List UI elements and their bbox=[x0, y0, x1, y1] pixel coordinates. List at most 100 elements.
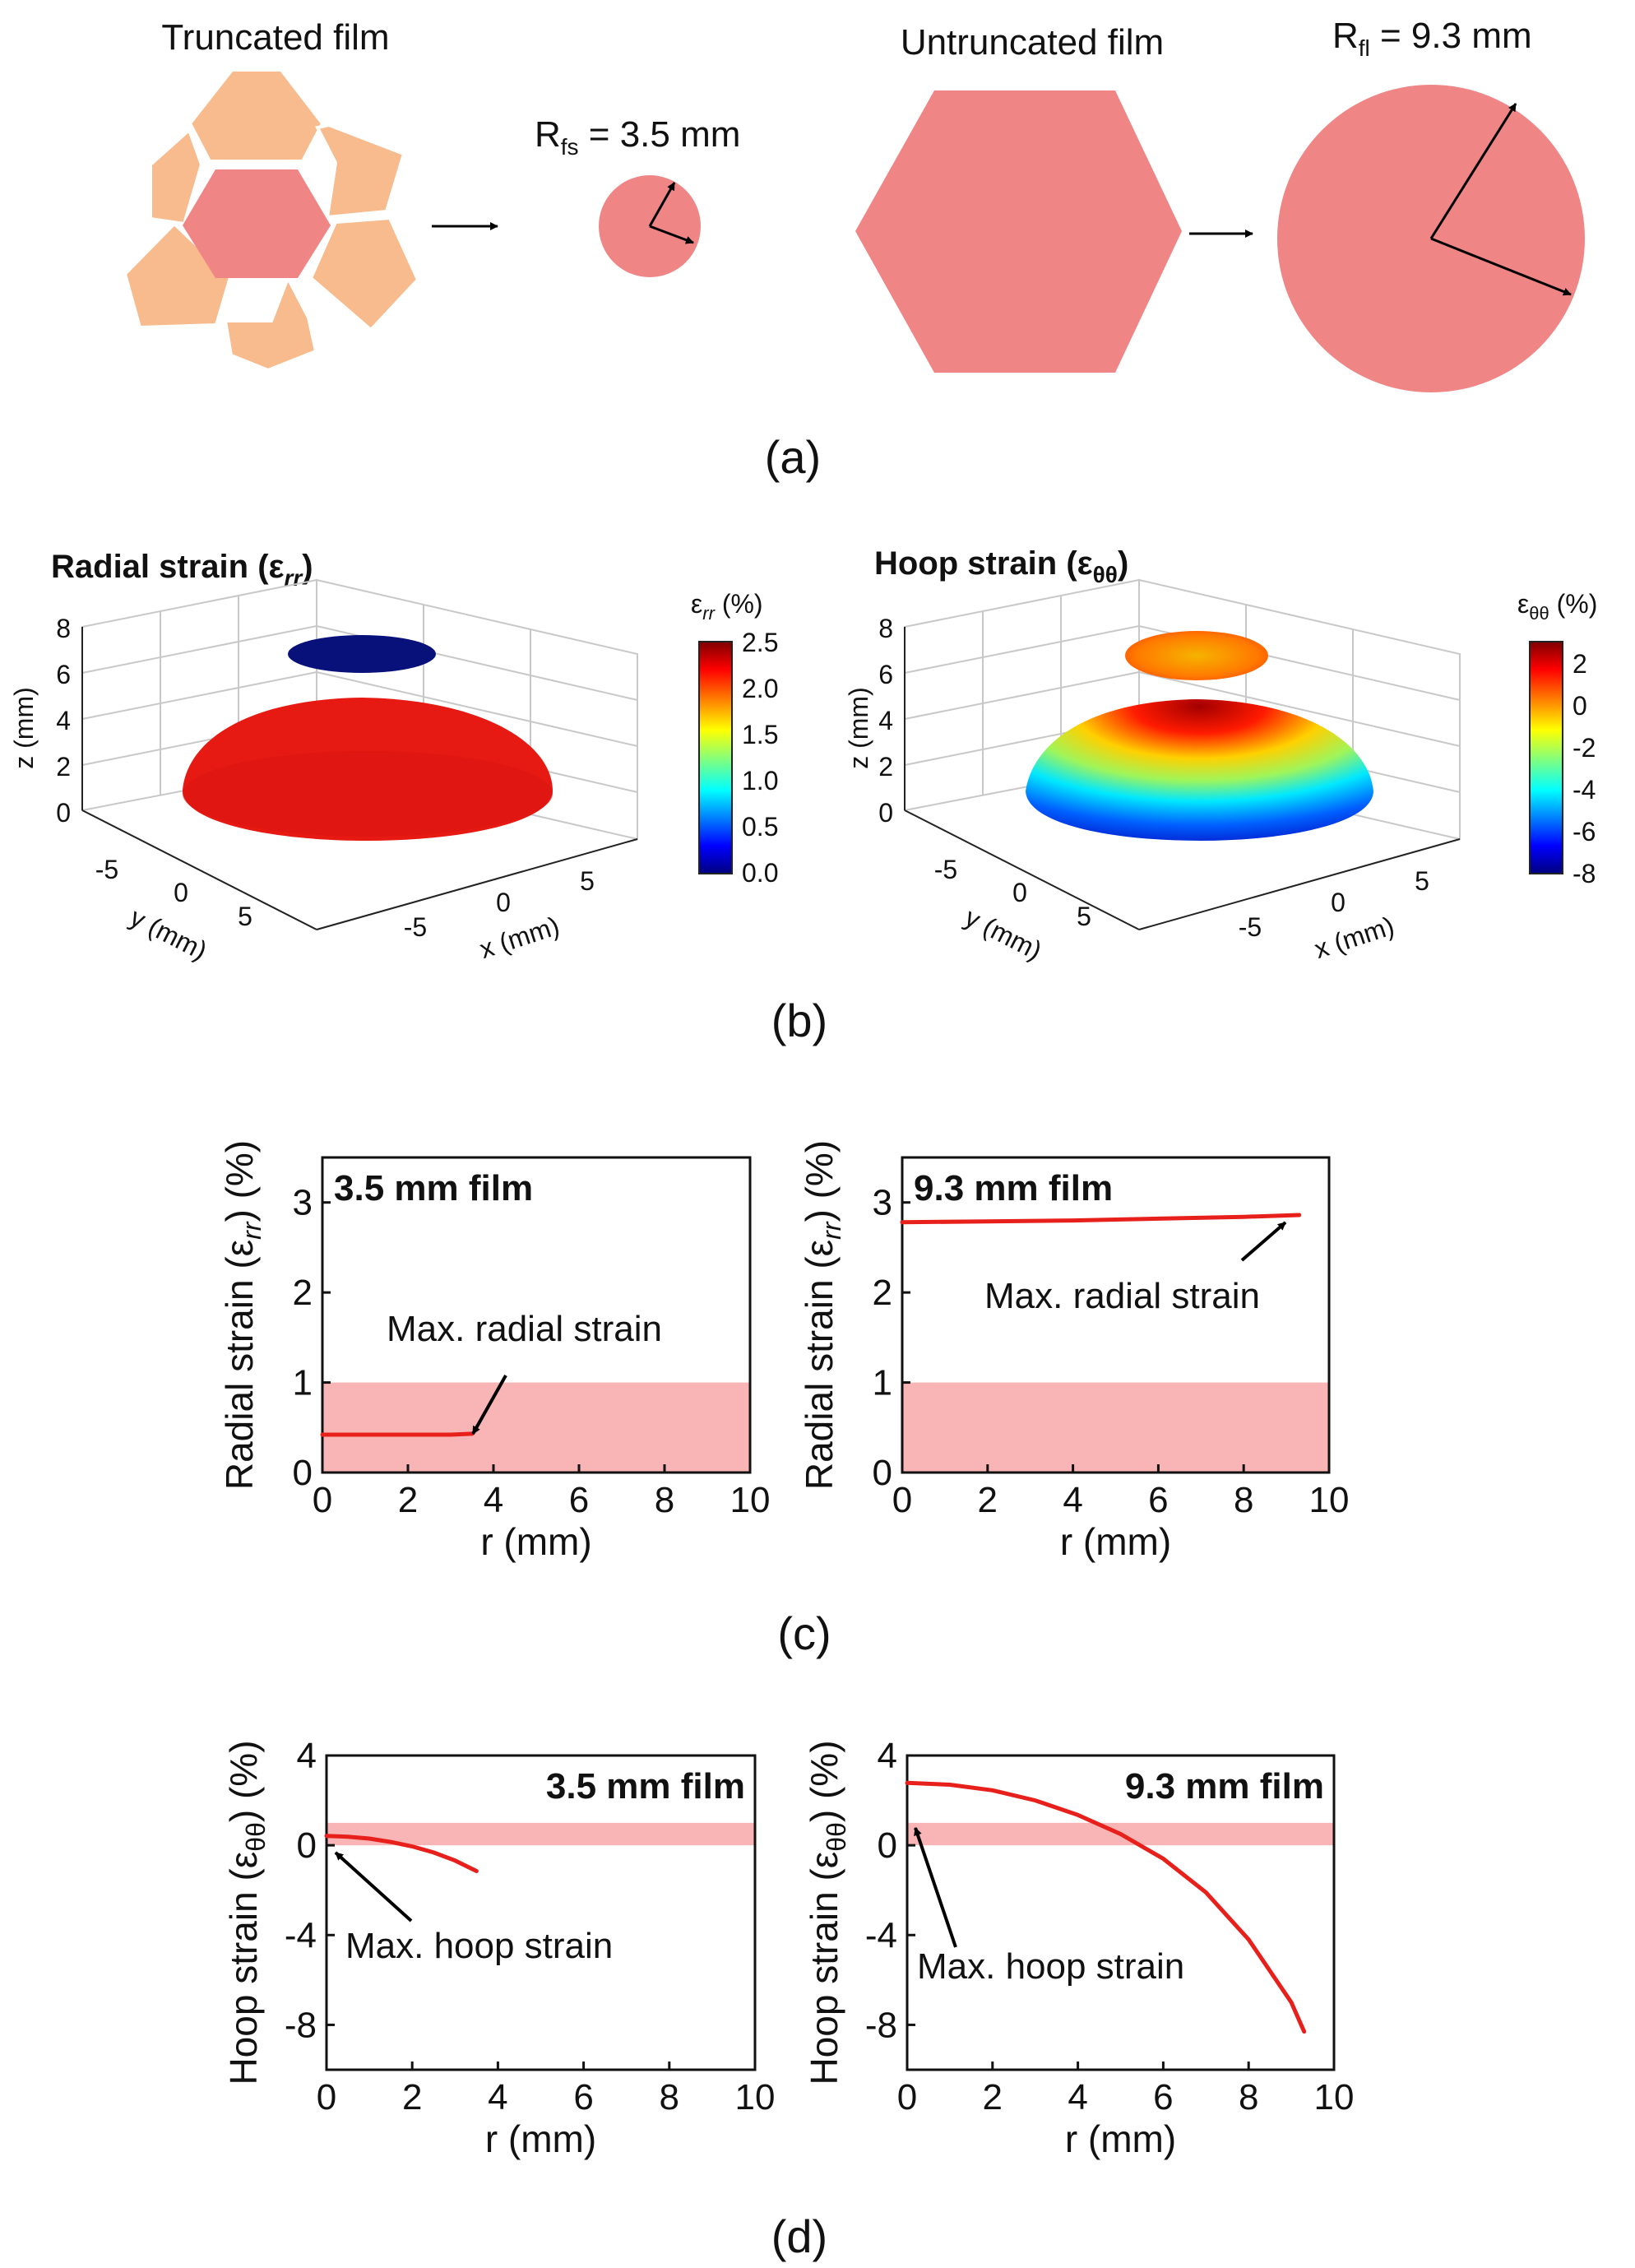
annotation-arrow-icon bbox=[334, 1851, 413, 1922]
tile bbox=[308, 216, 420, 332]
x-tick-label: 10 bbox=[1314, 2077, 1355, 2117]
svg-text:0: 0 bbox=[1572, 691, 1587, 721]
hoop-cap-disc bbox=[1125, 631, 1268, 680]
svg-text:-5: -5 bbox=[934, 855, 957, 884]
chart-title: 3.5 mm film bbox=[334, 1168, 533, 1208]
tile bbox=[223, 274, 318, 373]
x-tick-label: 2 bbox=[398, 1480, 418, 1520]
series-line bbox=[320, 1431, 475, 1437]
x-axis-label: r (mm) bbox=[485, 2117, 596, 2160]
x-tick-label: 0 bbox=[897, 2077, 917, 2117]
tile bbox=[149, 127, 204, 226]
series-line bbox=[900, 1213, 1302, 1225]
svg-text:5: 5 bbox=[1077, 902, 1091, 931]
x-tick-label: 10 bbox=[730, 1480, 771, 1520]
svg-text:0.5: 0.5 bbox=[742, 812, 778, 842]
svg-text:-6: -6 bbox=[1572, 817, 1596, 846]
svg-text:-5: -5 bbox=[404, 912, 427, 942]
line-chart-3: 0 2 4 6 8 10 4 0 -4 -8 r (mm) Hoop strain (εθθ) (%)… bbox=[222, 1736, 775, 2160]
z-axis-ticks: 8 6 4 2 0 bbox=[56, 614, 71, 828]
colorbar-title: εθθ (%) bbox=[1517, 589, 1597, 624]
x-tick-label: 6 bbox=[1148, 1480, 1168, 1520]
radial-strain-3d-plot: Radial strain (εrr) bbox=[9, 549, 778, 966]
x-axis-label: r (mm) bbox=[480, 1520, 591, 1563]
y-axis-label: Radial strain (εrr) (%) bbox=[798, 1140, 846, 1490]
svg-text:4: 4 bbox=[878, 706, 893, 735]
x-tick-label: 8 bbox=[1239, 2077, 1258, 2117]
svg-text:5: 5 bbox=[580, 866, 595, 896]
x-axis-label: x (mm) bbox=[1311, 911, 1398, 964]
x-tick-label: 8 bbox=[655, 1480, 674, 1520]
y-tick-label: 4 bbox=[297, 1736, 317, 1776]
y-tick-label: 0 bbox=[297, 1825, 317, 1866]
annotation-arrow-icon bbox=[471, 1375, 507, 1435]
truncated-film-title: Truncated film bbox=[161, 17, 389, 58]
tile bbox=[315, 123, 406, 220]
colorbar-ticks: 2.5 2.0 1.5 1.0 0.5 0.0 bbox=[742, 628, 778, 888]
y-tick-label: 4 bbox=[878, 1736, 897, 1776]
y-tick-label: 2 bbox=[293, 1273, 313, 1313]
annotation-arrow-icon bbox=[1240, 1221, 1287, 1262]
x-tick-label: 10 bbox=[735, 2077, 776, 2117]
colorbar-title: εrr (%) bbox=[691, 589, 763, 624]
caption-a: (a) bbox=[765, 431, 821, 483]
y-tick-label: 0 bbox=[873, 1453, 892, 1493]
y-axis-label: y (mm) bbox=[125, 902, 211, 966]
y-axis-label: Hoop strain (εθθ) (%) bbox=[222, 1740, 271, 2085]
large-hexagon bbox=[855, 90, 1182, 373]
y-tick-label: 3 bbox=[293, 1183, 313, 1223]
y-tick-label: 3 bbox=[873, 1183, 892, 1223]
line-chart-2: 0 2 4 6 8 10 0 1 2 3 r (mm) Radial strain (εrr) (%)… bbox=[798, 1140, 1349, 1563]
annotation-label: Max. hoop strain bbox=[917, 1946, 1184, 1987]
y-tick-label: 1 bbox=[873, 1363, 892, 1403]
svg-text:-4: -4 bbox=[1572, 775, 1596, 805]
svg-text:0: 0 bbox=[174, 878, 188, 907]
tile bbox=[188, 68, 325, 163]
x-axis-ticks: -5 0 5 bbox=[404, 866, 595, 942]
radial-3d-title: Radial strain (εrr) bbox=[51, 549, 313, 591]
hoop-dome bbox=[1026, 699, 1373, 841]
svg-text:5: 5 bbox=[238, 902, 252, 931]
y-tick-label: 0 bbox=[878, 1825, 897, 1866]
x-tick-label: 8 bbox=[660, 2077, 679, 2117]
plot-frame bbox=[325, 1754, 757, 2071]
annotation-label: Max. radial strain bbox=[984, 1276, 1260, 1316]
y-tick-label: -8 bbox=[285, 2005, 317, 2045]
radial-dome-base bbox=[183, 751, 553, 837]
svg-text:-5: -5 bbox=[1239, 912, 1262, 942]
svg-text:2.0: 2.0 bbox=[742, 674, 778, 703]
svg-text:-5: -5 bbox=[95, 855, 118, 884]
svg-text:5: 5 bbox=[1415, 866, 1429, 896]
x-tick-label: 6 bbox=[573, 2077, 593, 2117]
y-axis-ticks: -5 0 5 bbox=[934, 855, 1091, 931]
threshold-band bbox=[322, 1382, 750, 1473]
radius-arrow-icon bbox=[649, 225, 694, 244]
svg-text:4: 4 bbox=[56, 706, 71, 735]
z-axis-ticks: 8 6 4 2 0 bbox=[878, 614, 893, 828]
panel-b: Radial strain (εrr) bbox=[9, 545, 1597, 1046]
chart-title: 9.3 mm film bbox=[914, 1168, 1113, 1208]
radius-arrow-icon bbox=[1430, 237, 1572, 296]
annotation-label: Max. radial strain bbox=[387, 1309, 662, 1349]
y-tick-label: 2 bbox=[873, 1273, 892, 1313]
truncated-film-tiles bbox=[123, 68, 420, 373]
svg-text:1.5: 1.5 bbox=[742, 720, 778, 749]
plot-frame bbox=[321, 1156, 752, 1474]
annotation-label: Max. hoop strain bbox=[345, 1926, 613, 1966]
svg-text:0: 0 bbox=[878, 798, 893, 828]
x-tick-label: 4 bbox=[1068, 2077, 1087, 2117]
x-tick-label: 0 bbox=[317, 2077, 336, 2117]
svg-text:0: 0 bbox=[496, 888, 511, 917]
x-tick-label: 0 bbox=[313, 1480, 332, 1520]
svg-text:8: 8 bbox=[878, 614, 893, 643]
svg-text:-8: -8 bbox=[1572, 859, 1596, 888]
x-tick-label: 10 bbox=[1309, 1480, 1350, 1520]
line-charts: 0 2 4 6 8 10 0 1 2 3 r (mm) Radial strain (εrr) (%)… bbox=[218, 1140, 1354, 2160]
x-tick-label: 2 bbox=[402, 2077, 422, 2117]
svg-text:2: 2 bbox=[1572, 649, 1587, 679]
svg-text:1.0: 1.0 bbox=[742, 766, 778, 795]
rfl-label: Rfl = 9.3 mm bbox=[1332, 16, 1532, 61]
x-tick-label: 4 bbox=[488, 2077, 507, 2117]
panel-a: Truncated film Rfs = 3.5 mm Untruncated … bbox=[123, 16, 1585, 483]
